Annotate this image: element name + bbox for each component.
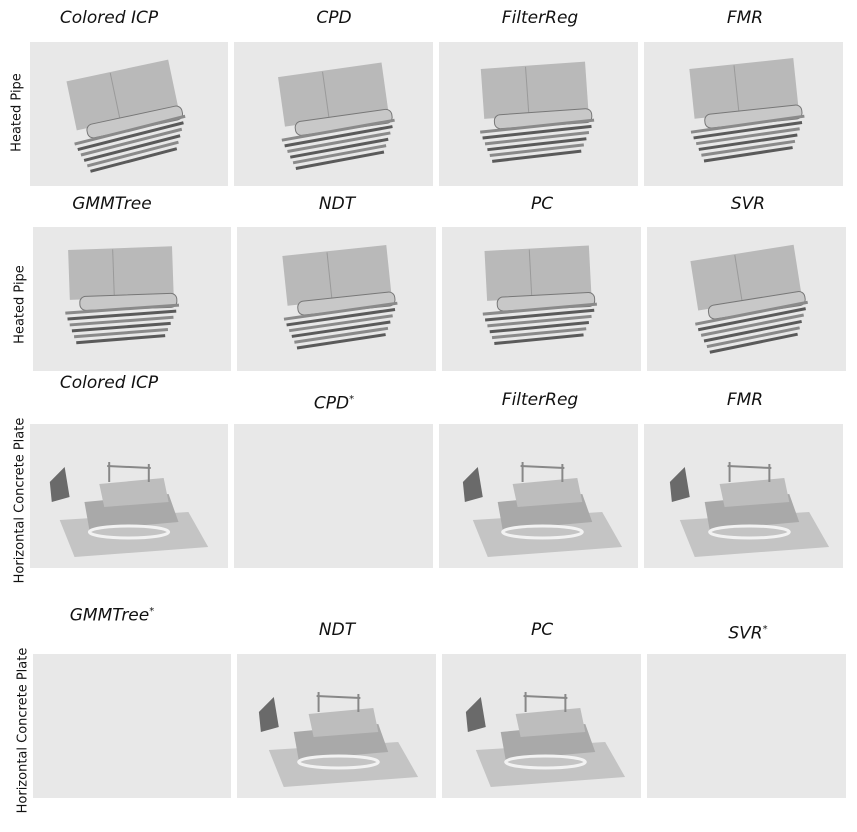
failure-star: * <box>762 624 768 635</box>
result-panel <box>644 424 843 568</box>
cell-title: FilterReg <box>501 8 579 28</box>
row-label: Heated Pipe <box>9 73 25 152</box>
point-cloud <box>278 62 395 170</box>
point-cloud <box>49 462 209 557</box>
cell-title: FMR <box>726 8 764 28</box>
point-cloud-render <box>66 59 186 173</box>
result-panel <box>30 424 228 568</box>
point-cloud <box>480 61 595 163</box>
cell-title: FilterReg <box>501 390 579 410</box>
cell-title: CPD* <box>313 393 355 414</box>
result-panel <box>30 42 228 186</box>
cell-title: PC <box>530 620 554 640</box>
point-cloud <box>66 59 186 173</box>
cell-title: PC <box>530 194 554 214</box>
point-cloud-render <box>462 462 623 557</box>
cell-title: NDT <box>318 194 356 214</box>
result-panel <box>33 227 231 371</box>
row-label: Horizontal Concrete Plate <box>15 647 31 814</box>
row-label: Horizontal Concrete Plate <box>12 417 28 584</box>
point-cloud <box>258 692 419 787</box>
result-panel <box>33 654 231 798</box>
point-cloud-render <box>278 62 395 170</box>
point-cloud-render <box>465 692 626 787</box>
result-panel <box>647 654 846 798</box>
failure-star: * <box>349 394 355 405</box>
point-cloud <box>689 58 805 163</box>
result-panel <box>237 654 436 798</box>
cell-title: NDT <box>318 620 356 640</box>
cell-title: SVR* <box>728 623 768 644</box>
point-cloud-render <box>480 61 595 163</box>
result-panel <box>234 424 433 568</box>
point-cloud <box>65 246 180 345</box>
result-panel <box>234 42 433 186</box>
point-cloud-render <box>482 245 598 346</box>
failure-star: * <box>149 606 155 617</box>
cell-title: Colored ICP <box>59 373 159 393</box>
point-cloud-render <box>282 245 398 350</box>
point-cloud-render <box>689 58 805 163</box>
point-cloud-render <box>49 462 209 557</box>
cell-title: Colored ICP <box>59 8 159 28</box>
result-panel <box>439 42 638 186</box>
point-cloud <box>690 244 808 354</box>
row-label: Heated Pipe <box>12 265 28 344</box>
point-cloud-render <box>258 692 419 787</box>
result-panel <box>442 654 641 798</box>
point-cloud-render <box>65 246 180 345</box>
point-cloud <box>465 692 626 787</box>
cell-title: SVR <box>730 194 766 214</box>
point-cloud <box>462 462 623 557</box>
result-panel <box>647 227 846 371</box>
result-panel <box>237 227 436 371</box>
cell-title: CPD <box>316 8 352 28</box>
cell-title: GMMTree* <box>69 605 155 626</box>
result-panel <box>442 227 641 371</box>
cell-title: GMMTree <box>72 194 152 214</box>
point-cloud <box>282 245 398 350</box>
point-cloud-render <box>669 462 830 557</box>
point-cloud-render <box>690 244 808 354</box>
result-panel <box>439 424 638 568</box>
point-cloud <box>669 462 830 557</box>
cell-title: FMR <box>726 390 764 410</box>
result-panel <box>644 42 843 186</box>
point-cloud <box>482 245 598 346</box>
